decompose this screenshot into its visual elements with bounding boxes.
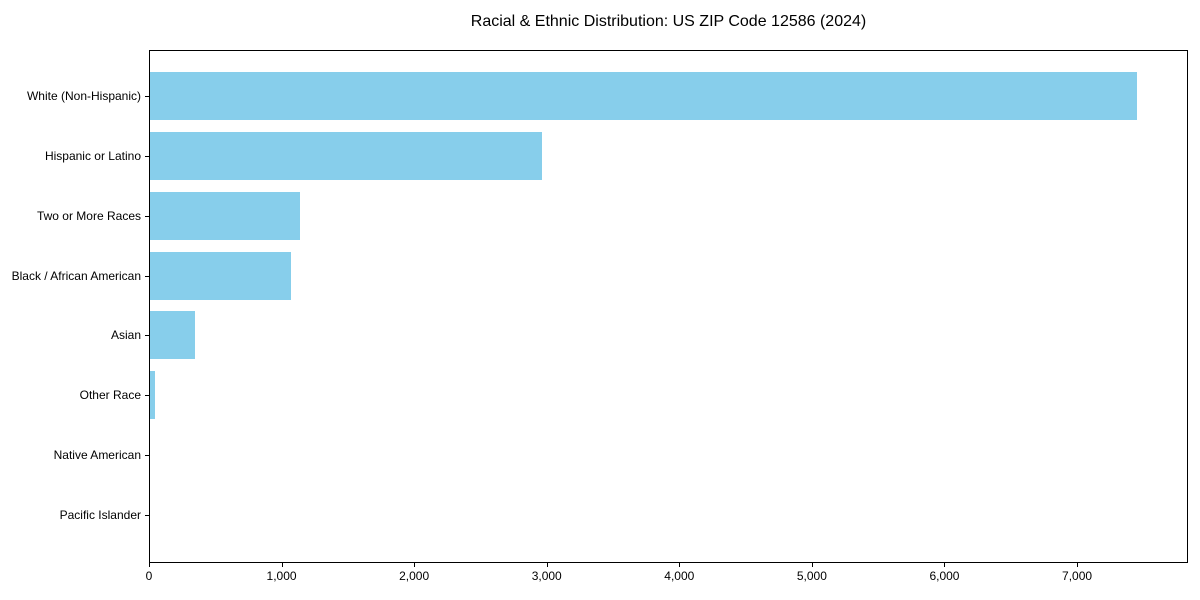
xtick-label-2-000: 2,000 [399, 569, 430, 583]
ytick-mark [145, 275, 149, 277]
bar-two-or-more-races [150, 191, 300, 240]
xtick-label-1-000: 1,000 [266, 569, 297, 583]
ytick-label-black-african-american: Black / African American [11, 268, 141, 283]
xtick-mark [811, 563, 813, 567]
xtick-mark [414, 563, 416, 567]
ytick-mark [145, 335, 149, 337]
xtick-label-0: 0 [145, 569, 153, 583]
chart-title: Racial & Ethnic Distribution: US ZIP Cod… [470, 13, 867, 30]
xtick-mark [1077, 563, 1079, 567]
bar-other-race [150, 371, 156, 420]
bar-white-non-hispanic [150, 72, 1138, 120]
xtick-label-7-000: 7,000 [1062, 569, 1093, 583]
ytick-mark [145, 96, 149, 97]
ytick-label-other-race: Other Race [79, 388, 141, 403]
xtick-label-3-000: 3,000 [531, 569, 562, 583]
xtick-mark [281, 563, 283, 567]
ytick-mark [145, 395, 149, 397]
bar-black-african-american [150, 251, 292, 300]
ytick-mark [145, 515, 149, 517]
ytick-label-hispanic-or-latino: Hispanic or Latino [44, 148, 141, 163]
ytick-mark [145, 455, 149, 457]
xtick-mark [546, 563, 548, 567]
xtick-label-4-000: 4,000 [664, 569, 695, 583]
xtick-mark [149, 563, 150, 567]
xtick-label-6-000: 6,000 [929, 569, 960, 583]
plot-area [149, 50, 1188, 563]
bar-hispanic-or-latino [150, 131, 542, 180]
ytick-label-two-or-more-races: Two or More Races [36, 208, 141, 223]
bar-asian [150, 311, 196, 360]
xtick-label-5-000: 5,000 [796, 569, 827, 583]
ytick-mark [145, 155, 149, 157]
ytick-label-pacific-islander: Pacific Islander [59, 508, 141, 523]
ytick-mark [145, 215, 149, 217]
ytick-label-native-american: Native American [53, 448, 141, 463]
xtick-mark [944, 563, 946, 567]
ytick-label-asian: Asian [110, 328, 141, 343]
ytick-label-white-non-hispanic: White (Non-Hispanic) [26, 89, 141, 103]
xtick-mark [679, 563, 681, 567]
